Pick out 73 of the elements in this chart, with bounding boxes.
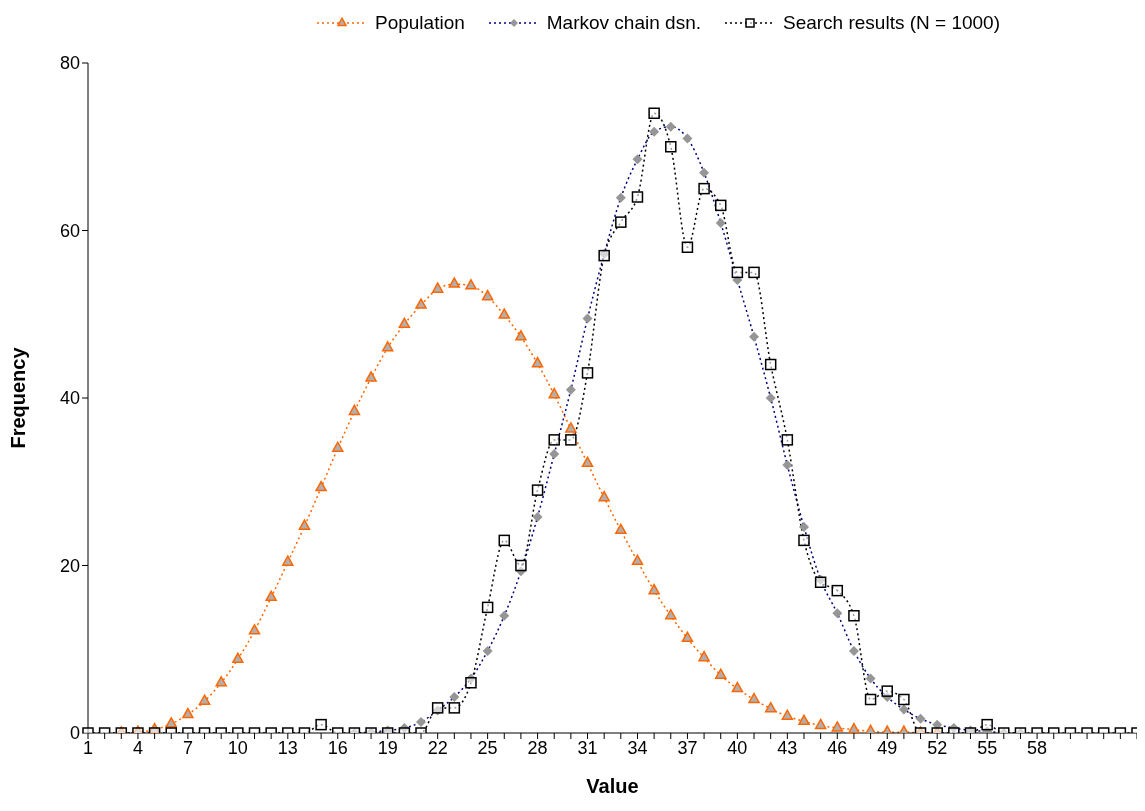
x-tick-label: 52 <box>927 737 948 758</box>
point <box>398 317 411 329</box>
x-tick-label: 19 <box>377 737 398 758</box>
x-tick-label: 37 <box>677 737 698 758</box>
x-tick-label: 40 <box>727 737 748 758</box>
x-tick-label: 55 <box>977 737 998 758</box>
x-tick-label: 49 <box>877 737 898 758</box>
point <box>515 330 527 341</box>
point <box>764 701 777 713</box>
point <box>298 519 311 530</box>
x-tick-label: 1 <box>82 737 94 758</box>
x-axis-title: Value <box>586 775 639 797</box>
point <box>381 341 394 352</box>
point <box>731 681 744 693</box>
point <box>748 692 760 704</box>
legend-label: Search results (N = 1000) <box>782 12 1000 34</box>
x-tick-label: 28 <box>527 737 548 758</box>
point <box>232 652 244 664</box>
x-tick-label: 34 <box>627 737 648 758</box>
point <box>631 554 644 566</box>
x-tick-label: 58 <box>1027 737 1048 758</box>
x-tick-label: 46 <box>827 737 848 758</box>
point <box>565 422 577 433</box>
x-tick-label: 25 <box>477 737 498 758</box>
point <box>548 387 560 399</box>
point <box>531 356 544 368</box>
point <box>848 722 860 733</box>
point <box>498 308 511 319</box>
point <box>415 298 427 309</box>
x-tick-label: 13 <box>277 737 298 758</box>
point <box>698 650 710 662</box>
point <box>348 404 361 416</box>
x-tick-label: 4 <box>132 737 143 758</box>
point <box>148 722 161 733</box>
legend-label: Markov chain dsn. <box>546 12 701 34</box>
point <box>615 523 627 535</box>
point <box>681 631 694 643</box>
y-tick-label: 80 <box>59 53 80 74</box>
y-tick-label: 0 <box>69 723 80 744</box>
point <box>648 583 660 595</box>
point <box>581 456 594 468</box>
point <box>165 717 177 728</box>
y-tick-label: 20 <box>59 555 80 576</box>
y-axis-title: Frequency <box>7 346 30 449</box>
point <box>781 709 794 720</box>
y-tick-label: 40 <box>59 388 80 409</box>
point <box>798 714 810 726</box>
point <box>198 694 211 705</box>
x-tick-label: 43 <box>777 737 798 758</box>
point <box>831 721 844 732</box>
point <box>448 277 461 288</box>
point <box>814 718 827 730</box>
x-tick-label: 10 <box>227 737 248 758</box>
legend-label: Population <box>375 12 465 34</box>
x-tick-label: 16 <box>327 737 348 758</box>
point <box>665 609 677 620</box>
y-tick-label: 60 <box>59 220 80 241</box>
x-tick-label: 22 <box>427 737 448 758</box>
point <box>182 707 194 719</box>
point <box>282 555 294 566</box>
point <box>365 371 377 382</box>
x-tick-label: 7 <box>182 737 193 758</box>
point <box>481 289 494 301</box>
point <box>598 490 610 502</box>
point <box>714 668 727 679</box>
x-tick-label: 31 <box>577 737 598 758</box>
point <box>265 590 277 602</box>
point <box>332 441 344 452</box>
point <box>248 624 261 635</box>
point <box>465 279 477 290</box>
point <box>215 676 227 687</box>
point <box>315 480 327 492</box>
point <box>431 282 444 293</box>
